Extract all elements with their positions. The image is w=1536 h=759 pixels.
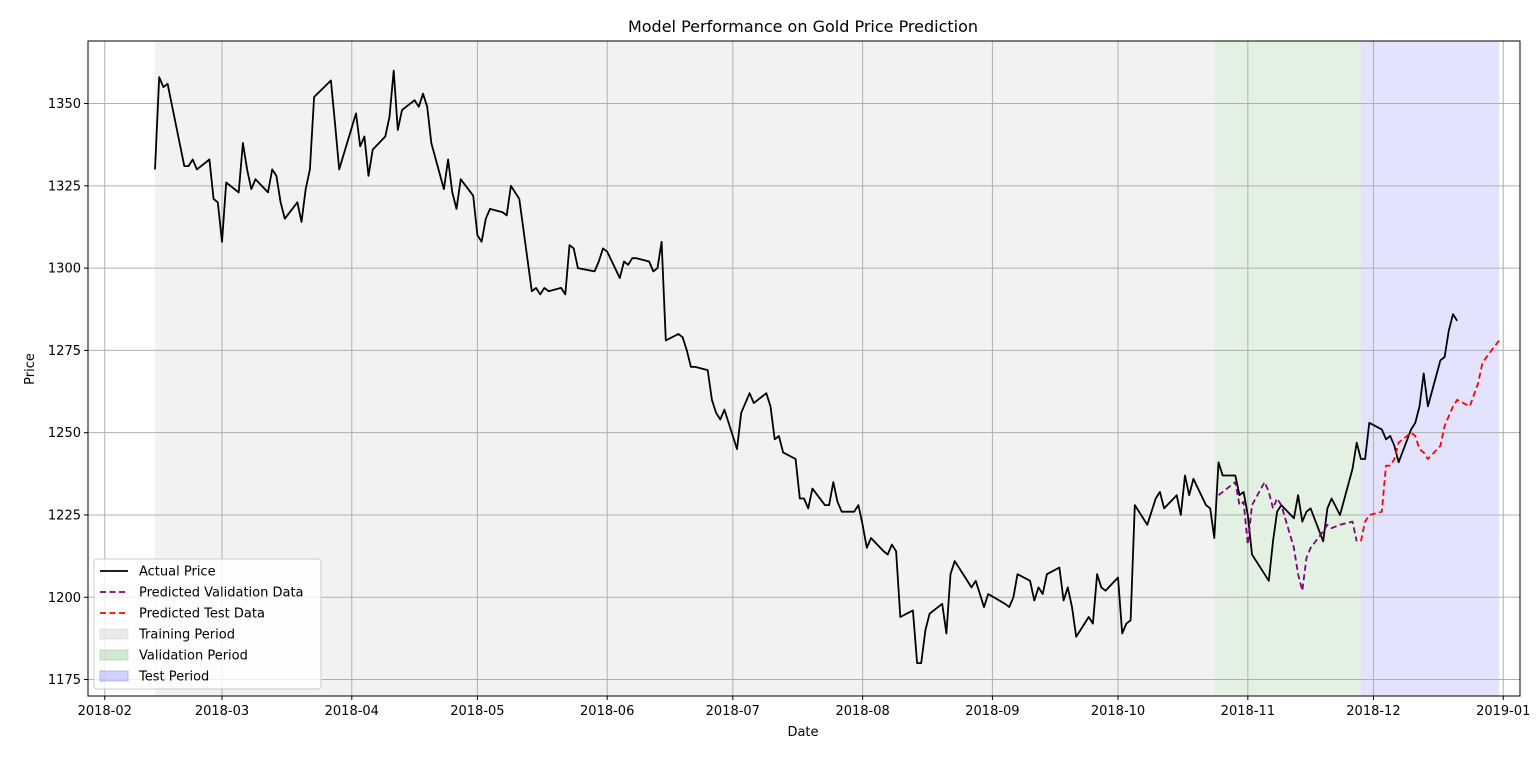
legend-label: Actual Price [139,565,216,580]
series-lines [154,69,1500,664]
x-tick-label: 2018-10 [1091,704,1145,719]
legend-box [93,558,322,690]
y-tick-label: 1200 [48,591,81,606]
x-axis-ticks: 2018-02 2018-03 2018-04 2018-05 2018-06 2018-… [78,696,1530,719]
legend-swatch-period-1 [99,649,129,661]
legend-swatch-period-0 [99,628,129,640]
y-tick-label: 1225 [48,508,81,523]
legend-label: Predicted Validation Data [139,586,304,601]
y-tick-label: 1350 [48,97,81,112]
x-axis-label: Date [787,725,818,740]
x-tick-label: 2018-05 [450,704,504,719]
y-tick-label: 1275 [48,344,81,359]
x-tick-label: 2018-02 [78,704,132,719]
x-tick-label: 2018-12 [1346,704,1400,719]
y-tick-label: 1250 [48,426,81,441]
legend-label: Test Period [138,670,209,685]
x-tick-label: 2018-07 [706,704,760,719]
legend-swatch-period-2 [99,670,129,682]
legend-label: Validation Period [139,649,248,664]
chart-title: Model Performance on Gold Price Predicti… [628,17,978,36]
series-line-2 [1360,339,1500,542]
x-tick-label: 2018-03 [195,704,249,719]
x-tick-label: 2018-09 [965,704,1019,719]
period-band-0 [154,41,1215,696]
legend: Actual Price Predicted Validation Data Pre… [93,558,322,690]
y-axis-label: Price [23,353,38,385]
x-tick-label: 2018-08 [835,704,889,719]
y-tick-label: 1175 [48,673,81,688]
period-band-2 [1360,41,1500,696]
y-axis-ticks: 1175 1200 1225 1250 1275 1300 1325 1350 [48,97,88,688]
x-tick-label: 2018-11 [1221,704,1275,719]
series-line-1 [1217,481,1358,592]
x-tick-label: 2018-04 [325,704,379,719]
series-line-0 [154,69,1458,664]
legend-label: Training Period [138,628,235,643]
period-bands [154,41,1500,696]
y-tick-label: 1300 [48,262,81,277]
x-tick-label: 2018-06 [580,704,634,719]
legend-label: Predicted Test Data [139,607,265,622]
period-band-1 [1214,41,1361,696]
x-tick-label: 2019-01 [1476,704,1530,719]
y-tick-label: 1325 [48,179,81,194]
plot-frame [87,40,1521,697]
